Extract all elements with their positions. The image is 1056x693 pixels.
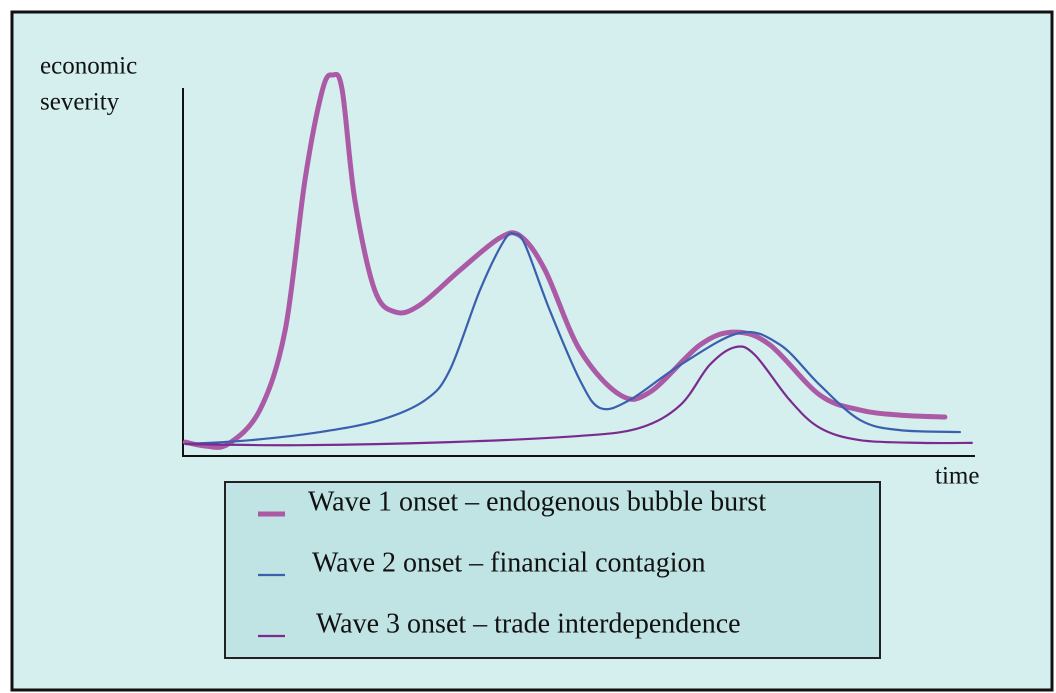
series-line [184,345,973,447]
x-axis-label: time [935,463,979,490]
series-line [184,231,962,446]
legend-label: Wave 3 onset – trade interdependence [316,608,741,639]
y-axis-label: economic [40,53,137,80]
y-axis-label: severity [40,89,120,116]
legend-label: Wave 1 onset – endogenous bubble burst [308,486,766,517]
series-line [182,71,948,450]
legend-label: Wave 2 onset – financial contagion [312,547,706,578]
legend [224,481,881,659]
